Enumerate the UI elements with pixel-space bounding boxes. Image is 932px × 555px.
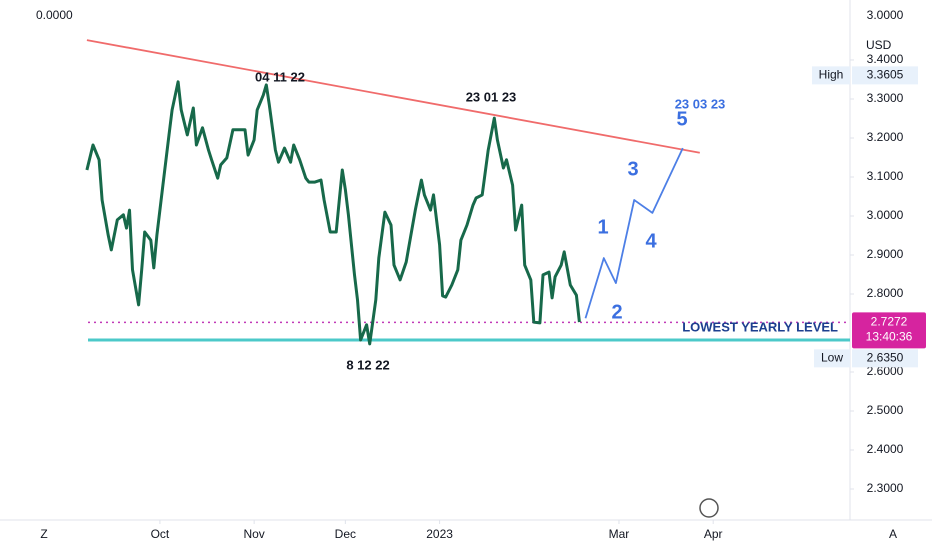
- price-value: 2.7272: [871, 315, 908, 329]
- x-tick-label: Mar: [609, 527, 630, 541]
- series-line: [85, 80, 581, 346]
- low-label: Low: [821, 351, 843, 365]
- low-box: [814, 349, 850, 368]
- wave-label: 2: [611, 301, 622, 323]
- x-tick-label: Apr: [704, 527, 723, 541]
- x-tick-label: Oct: [151, 527, 170, 541]
- corner-button[interactable]: A: [889, 527, 897, 541]
- high-label: High: [819, 68, 844, 82]
- wave-label: 3: [627, 158, 638, 180]
- wave-label: 1: [597, 216, 608, 238]
- y-tick-label: 2.3000: [867, 481, 904, 495]
- y-tick-label: 2.8000: [867, 286, 904, 300]
- x-tick-label: Dec: [335, 527, 356, 541]
- currency: USD: [866, 38, 892, 52]
- high-value: 3.3605: [867, 68, 904, 82]
- corner-button[interactable]: Z: [40, 527, 47, 541]
- x-tick-label: 2023: [426, 527, 453, 541]
- y-tick-label: 3.1000: [867, 169, 904, 183]
- date-annotation: 23 03 23: [675, 96, 726, 111]
- countdown: 13:40:36: [866, 330, 913, 344]
- price-badge: [852, 312, 926, 349]
- high-value-box: [852, 66, 918, 85]
- series-line: [86, 39, 700, 154]
- y-tick-label: 3.4000: [867, 52, 904, 66]
- date-annotation: 04 11 22: [255, 69, 305, 84]
- high-box: [812, 66, 850, 85]
- wave-label: 4: [645, 230, 657, 252]
- y-tick-label: 3.3000: [867, 91, 904, 105]
- y-tick-label: 2.5000: [867, 403, 904, 417]
- x-tick-label: Nov: [243, 527, 264, 541]
- replay-icon[interactable]: [699, 498, 719, 518]
- date-annotation: 8 12 22: [346, 357, 389, 372]
- wave-label: 5: [676, 108, 687, 130]
- top-axis-label: 3.0000: [867, 8, 904, 22]
- y-tick-label: 2.4000: [867, 442, 904, 456]
- y-tick-label: 3.0000: [867, 208, 904, 222]
- low-value: 2.6350: [867, 351, 904, 365]
- y-tick-label: 2.6000: [867, 364, 904, 378]
- level-label: LOWEST YEARLY LEVEL: [682, 319, 838, 334]
- top-left-label: 0.0000: [36, 8, 73, 22]
- y-tick-label: 3.2000: [867, 130, 904, 144]
- date-annotation: 23 01 23: [466, 89, 517, 104]
- y-tick-label: 2.9000: [867, 247, 904, 261]
- low-value-box: [852, 349, 918, 368]
- series-line: [584, 147, 684, 319]
